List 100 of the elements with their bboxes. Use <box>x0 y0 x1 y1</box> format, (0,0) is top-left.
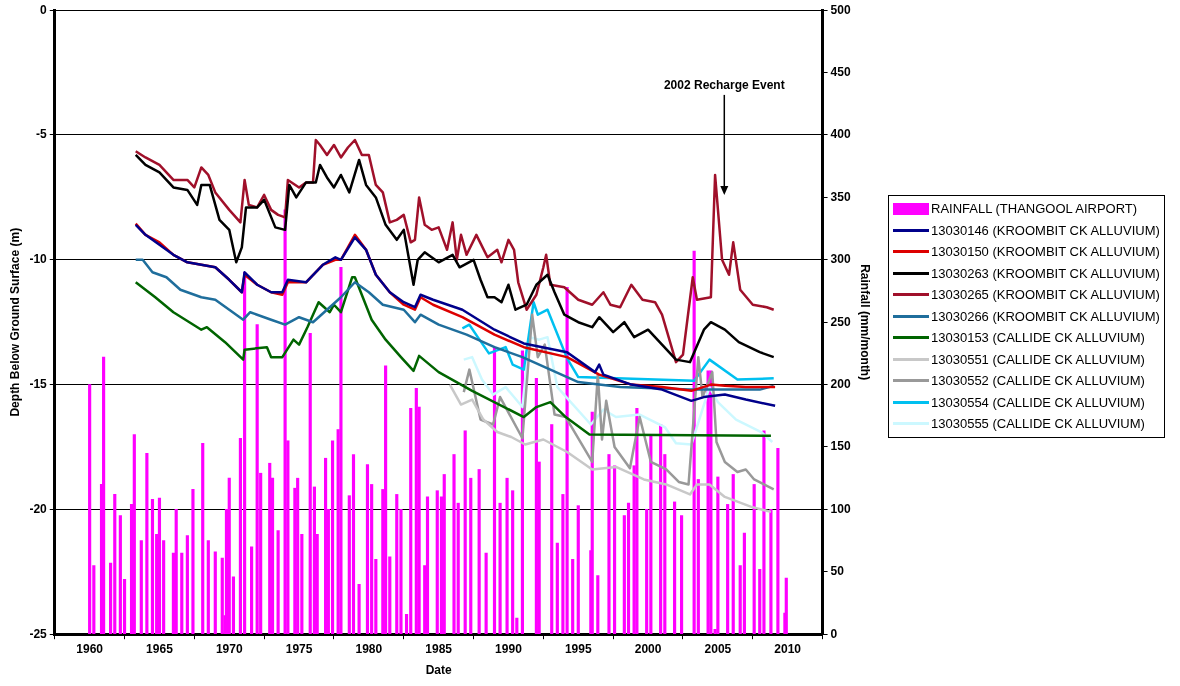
legend-label: 13030552 (CALLIDE CK ALLUVIUM) <box>931 373 1145 389</box>
bar <box>201 442 205 635</box>
bar <box>395 494 399 635</box>
bar <box>726 504 730 635</box>
bar <box>435 490 439 635</box>
y2-tick-label: 150 <box>830 439 851 454</box>
bar <box>213 551 217 635</box>
bar <box>102 356 106 635</box>
x-tick-label: 1965 <box>146 641 174 656</box>
y2-axis-title: Rainfall (mm/month) <box>858 264 873 381</box>
y-tick-label: 0 <box>40 2 48 17</box>
bar <box>571 558 575 635</box>
legend-label: 13030266 (KROOMBIT CK ALLUVIUM) <box>931 308 1160 324</box>
y2-tick-label: 0 <box>830 626 838 641</box>
bar <box>511 490 515 635</box>
y-axis-title: Depth Below Ground Surface (m) <box>7 227 22 417</box>
x-tick-label: 1985 <box>425 641 453 656</box>
bar <box>365 464 370 635</box>
bar <box>742 532 746 635</box>
bar <box>680 515 684 635</box>
bar <box>469 477 473 635</box>
y-tick-label: -10 <box>29 252 48 267</box>
y2-tick-label: 200 <box>830 376 851 391</box>
bar <box>762 430 766 635</box>
legend-label: 13030146 (KROOMBIT CK ALLUVIUM) <box>931 222 1160 238</box>
bar <box>191 489 195 635</box>
x-tick-label: 1975 <box>285 641 313 656</box>
bar <box>227 477 231 635</box>
bar <box>673 501 677 635</box>
bar <box>752 484 756 635</box>
legend-label: 13030551 (CALLIDE CK ALLUVIUM) <box>931 351 1145 367</box>
x-tick-label: 2010 <box>774 641 802 656</box>
bar <box>576 505 580 635</box>
bar <box>414 388 418 635</box>
bar <box>769 509 773 635</box>
y-tick-label: -20 <box>29 501 48 516</box>
bar <box>498 502 502 635</box>
bar <box>626 502 631 635</box>
y-tick-label: -5 <box>36 127 48 142</box>
y2-tick-label: 500 <box>830 2 851 17</box>
legend-label: 13030153 (CALLIDE CK ALLUVIUM) <box>931 330 1145 346</box>
bar <box>484 552 488 635</box>
bar <box>250 546 254 635</box>
bar <box>185 535 189 635</box>
bar <box>339 266 343 635</box>
x-tick-label: 1970 <box>215 641 243 656</box>
bar <box>452 454 456 635</box>
bar <box>442 474 446 635</box>
bar <box>255 324 259 635</box>
legend-label: 13030263 (KROOMBIT CK ALLUVIUM) <box>931 265 1160 281</box>
y2-tick-label: 250 <box>830 314 851 329</box>
y2-tick-label: 350 <box>830 189 851 204</box>
x-tick-label: 2000 <box>634 641 662 656</box>
annotation: 2002 Recharge Event <box>663 78 785 93</box>
y2-tick-label: 400 <box>830 127 851 142</box>
bar <box>784 577 788 635</box>
bar <box>612 465 617 635</box>
bar <box>384 365 388 635</box>
bar <box>596 575 600 635</box>
y2-tick-label: 450 <box>830 64 851 79</box>
bar <box>716 476 720 635</box>
y2-tick-label: 50 <box>830 564 845 579</box>
bar <box>776 447 780 635</box>
bar <box>139 540 143 635</box>
bar <box>477 469 481 635</box>
bar <box>324 457 328 635</box>
bar <box>555 542 559 635</box>
bar <box>206 540 210 635</box>
bar <box>157 497 162 635</box>
bar <box>145 452 149 635</box>
legend-label: 13030554 (CALLIDE CK ALLUVIUM) <box>931 394 1145 410</box>
bar <box>505 477 509 635</box>
y2-tick-label: 100 <box>830 501 851 516</box>
x-axis-title: Date <box>425 663 452 678</box>
bar <box>113 494 117 635</box>
bar <box>561 494 565 635</box>
bar <box>180 552 184 635</box>
bar <box>351 454 356 635</box>
bar <box>88 384 92 635</box>
x-tick-label: 1980 <box>355 641 383 656</box>
legend-label: RAINFALL (THANGOOL AIRPORT) <box>931 201 1138 217</box>
legend-label: 13030265 (KROOMBIT CK ALLUVIUM) <box>931 287 1160 303</box>
bar <box>659 424 663 635</box>
bar <box>330 440 335 635</box>
bar <box>463 430 467 635</box>
bar <box>150 499 155 635</box>
bar <box>731 474 735 635</box>
legend-label: 13030555 (CALLIDE CK ALLUVIUM) <box>931 416 1145 432</box>
y-tick-label: -25 <box>29 626 48 641</box>
bar <box>174 509 178 635</box>
bar <box>268 462 272 635</box>
y2-tick-label: 300 <box>830 252 851 267</box>
bar <box>550 424 554 635</box>
bar <box>425 496 430 635</box>
bar <box>409 407 413 635</box>
x-tick-label: 2005 <box>704 641 732 656</box>
bar <box>118 515 122 635</box>
bar <box>534 378 538 635</box>
bar <box>276 530 280 635</box>
bar <box>357 583 361 635</box>
